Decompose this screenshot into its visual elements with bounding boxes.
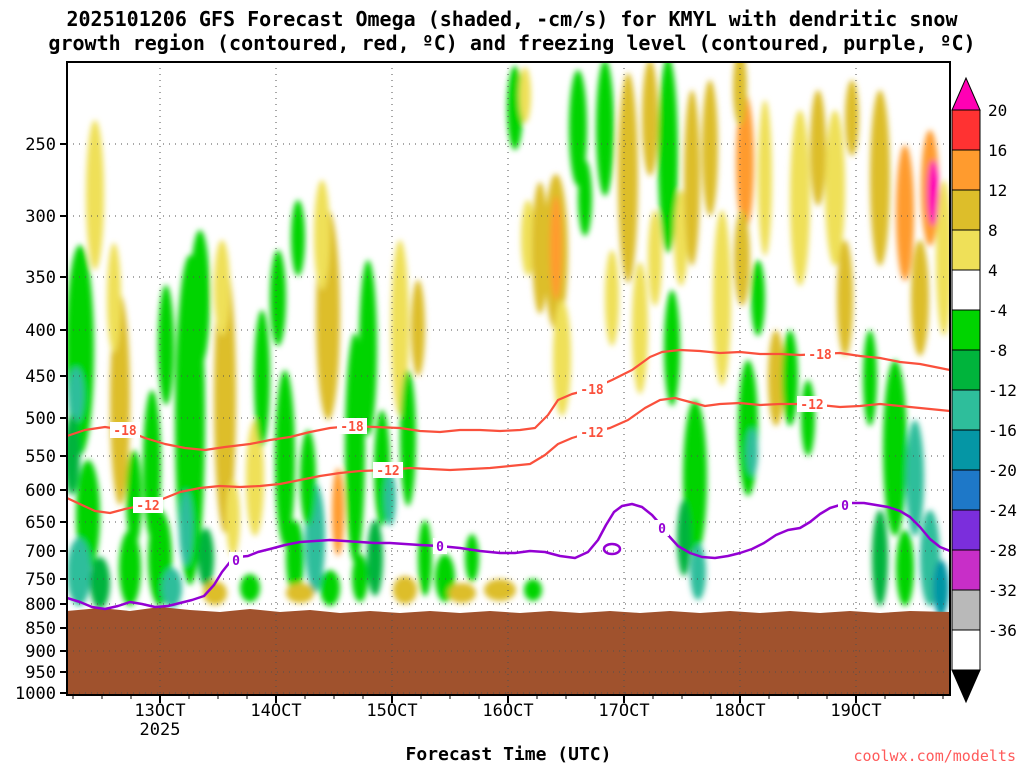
- svg-text:250: 250: [25, 135, 56, 155]
- x-axis-title: Forecast Time (UTC): [405, 744, 612, 765]
- svg-text:8: 8: [988, 221, 998, 240]
- svg-text:-18: -18: [808, 348, 832, 363]
- svg-text:-32: -32: [988, 581, 1017, 600]
- freezing-level-contour-0: 0 0 0 0: [67, 497, 950, 611]
- chart-title-line2: growth region (contoured, red, ºC) and f…: [48, 30, 976, 55]
- watermark-link[interactable]: coolwx.com/modelts: [853, 747, 1016, 765]
- omega-shading: [67, 62, 950, 616]
- svg-text:-18: -18: [580, 383, 604, 398]
- svg-text:-12: -12: [988, 381, 1017, 400]
- chart-title: 2025101206 GFS Forecast Omega (shaded, -…: [0, 7, 1024, 55]
- svg-text:-20: -20: [988, 461, 1017, 480]
- svg-text:350: 350: [25, 268, 56, 288]
- svg-text:-12: -12: [136, 499, 159, 514]
- svg-text:4: 4: [988, 261, 998, 280]
- svg-text:450: 450: [25, 367, 56, 387]
- svg-text:0: 0: [232, 554, 240, 569]
- svg-text:-12: -12: [800, 398, 823, 413]
- svg-text:14OCT: 14OCT: [250, 701, 301, 721]
- svg-text:550: 550: [25, 447, 56, 467]
- svg-text:19OCT: 19OCT: [830, 701, 881, 721]
- svg-text:400: 400: [25, 321, 56, 341]
- dendritic-growth-contour-minus12: -12 -12 -12 -12: [67, 396, 950, 515]
- svg-text:950: 950: [25, 663, 56, 683]
- svg-text:-12: -12: [376, 464, 399, 479]
- svg-text:0: 0: [658, 522, 666, 537]
- svg-text:850: 850: [25, 619, 56, 639]
- svg-text:-28: -28: [988, 541, 1017, 560]
- dendritic-growth-contour-minus18: -18 -18 -18 -18: [67, 346, 950, 452]
- svg-text:900: 900: [25, 642, 56, 662]
- svg-text:20: 20: [988, 101, 1007, 120]
- svg-text:-12: -12: [580, 426, 603, 441]
- svg-text:-36: -36: [988, 621, 1017, 640]
- svg-text:700: 700: [25, 542, 56, 562]
- svg-text:1000: 1000: [15, 684, 56, 704]
- svg-text:500: 500: [25, 409, 56, 429]
- svg-text:12: 12: [988, 181, 1007, 200]
- svg-text:-24: -24: [988, 501, 1017, 520]
- svg-text:-18: -18: [340, 420, 364, 435]
- svg-text:750: 750: [25, 570, 56, 590]
- svg-text:650: 650: [25, 513, 56, 533]
- svg-text:0: 0: [841, 499, 849, 514]
- svg-text:-8: -8: [988, 341, 1007, 360]
- svg-text:17OCT: 17OCT: [598, 701, 649, 721]
- colorbar: 20 16 12 8 4 -4 -8 -12 -16 -20 -24 -28 -32 -36: [951, 76, 1017, 704]
- svg-text:-18: -18: [113, 424, 137, 439]
- svg-text:-16: -16: [988, 421, 1017, 440]
- chart-title-line1: 2025101206 GFS Forecast Omega (shaded, -…: [66, 7, 958, 31]
- svg-text:16OCT: 16OCT: [482, 701, 533, 721]
- svg-text:13OCT: 13OCT: [134, 701, 185, 721]
- svg-text:16: 16: [988, 141, 1007, 160]
- svg-text:600: 600: [25, 481, 56, 501]
- svg-text:15OCT: 15OCT: [366, 701, 417, 721]
- x-axis-year-label: 2025: [140, 720, 181, 740]
- svg-text:0: 0: [436, 540, 444, 555]
- svg-text:-4: -4: [988, 301, 1007, 320]
- axes: 250 300 350 400 450 500 550 600 650 700 750 800 850 9…: [15, 135, 944, 740]
- svg-text:18OCT: 18OCT: [714, 701, 765, 721]
- svg-text:300: 300: [25, 207, 56, 227]
- svg-text:800: 800: [25, 595, 56, 615]
